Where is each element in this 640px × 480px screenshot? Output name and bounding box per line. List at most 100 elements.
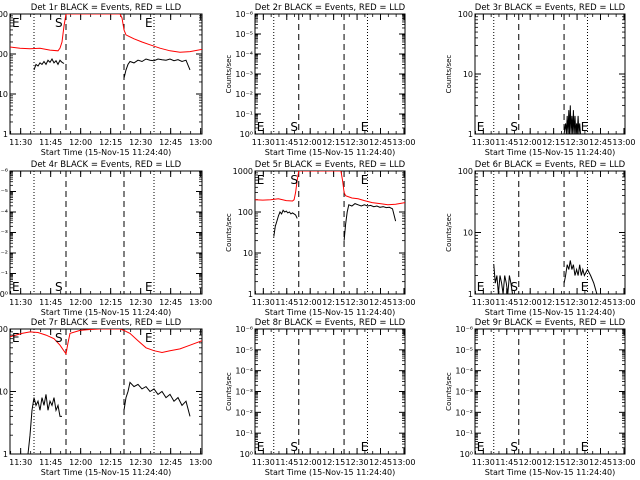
start-marker: S [510,440,518,454]
x-tick-label: 12:30 [346,298,369,307]
y-tick-label: 10⁻⁵ [235,346,253,355]
x-tick-label: 12:00 [519,298,542,307]
y-tick-label: 10⁰ [460,450,473,459]
x-tick-label: 12:00 [69,458,92,467]
panel-title: Det 6r BLACK = Events, RED = LLD [475,160,626,170]
y-tick-label: 100 [238,208,253,217]
x-tick-label: 13:00 [189,138,212,147]
y-tick-label: 10⁻² [235,408,253,417]
panel-det-5: Det 5r BLACK = Events, RED = LLD 1 10 100 10… [225,160,415,317]
x-tick-label: 12:45 [369,458,392,467]
x-tick-label: 12:00 [69,298,92,307]
end-marker: E [581,280,589,294]
panel-det-4: Det 4r BLACK = Events, RED = LLD 10⁰ 10⁻¹ 1… [0,160,212,317]
start-marker: S [290,120,298,134]
x-tick-label: 11:45 [495,298,518,307]
start-marker: S [55,331,63,345]
y-tick-label: 10⁻¹ [235,429,253,438]
y-tick-label: 10⁻⁴ [0,208,8,217]
x-tick-label: 11:30 [252,298,275,307]
x-axis-label: Start Time (15-Nov-15 11:24:40) [41,148,171,157]
panel-title: Det 3r BLACK = Events, RED = LLD [475,3,626,13]
y-tick-label: 10⁻⁶ [235,325,253,334]
plot-frame [254,328,406,455]
x-tick-label: 12:30 [129,298,152,307]
panel-title: Det 7r BLACK = Events, RED = LLD [31,318,182,328]
x-tick-label: 12:30 [566,138,589,147]
x-axis-label: Start Time (15-Nov-15 11:24:40) [485,308,615,317]
x-tick-label: 13:00 [392,298,415,307]
events-series-line [27,394,62,454]
y-tick-label: 10⁻¹ [0,270,8,279]
plot-frame [9,13,203,135]
end-marker: E [477,440,485,454]
y-tick-label: 10 [243,249,253,258]
x-axis-label: Start Time (15-Nov-15 11:24:40) [41,308,171,317]
y-tick-label: 1 [468,130,473,139]
x-tick-label: 11:45 [275,298,298,307]
x-tick-label: 12:00 [69,138,92,147]
y-tick-label: 1 [3,130,8,139]
x-tick-label: 12:45 [589,458,612,467]
x-tick-label: 12:45 [369,298,392,307]
plot-frame [254,170,406,295]
end-marker: E [145,280,153,294]
y-tick-label: 10 [0,388,8,397]
panel-det-8: Det 8r BLACK = Events, RED = LLD 10⁰ 10⁻¹ 1… [225,318,415,477]
start-marker: S [55,16,63,30]
panel-title: Det 1r BLACK = Events, RED = LLD [31,3,182,13]
x-tick-label: 11:30 [252,138,275,147]
events-series-line [33,57,65,71]
x-tick-label: 11:30 [252,458,275,467]
y-tick-label: 10⁻³ [235,70,253,79]
panel-title: Det 5r BLACK = Events, RED = LLD [255,160,406,170]
x-tick-label: 12:15 [99,458,122,467]
start-marker: S [290,173,298,187]
end-marker: E [477,280,485,294]
x-axis-label: Start Time (15-Nov-15 11:24:40) [485,148,615,157]
x-tick-label: 11:45 [39,138,62,147]
y-tick-label: 1 [248,290,253,299]
x-tick-label: 11:30 [9,138,32,147]
y-tick-label: 100 [0,50,8,59]
x-axis-label: Start Time (15-Nov-15 11:24:40) [265,468,395,477]
y-tick-label: 10⁻³ [0,229,8,238]
x-tick-label: 12:15 [99,138,122,147]
panel-det-3: Det 3r BLACK = Events, RED = LLD 1 10 100 11… [445,3,635,157]
x-tick-label: 11:45 [275,138,298,147]
y-tick-label: 10 [463,70,473,79]
y-tick-label: 10⁻¹ [455,429,473,438]
end-marker: E [257,120,265,134]
x-tick-label: 13:00 [612,458,635,467]
x-axis-label: Start Time (15-Nov-15 11:24:40) [265,308,395,317]
y-axis-label: Counts/sec [445,213,453,252]
y-tick-label: 10⁻⁴ [235,50,253,59]
panel-det-2: Det 2r BLACK = Events, RED = LLD 10⁰ 10⁻¹ 1… [225,3,415,157]
x-tick-label: 11:30 [9,458,32,467]
x-tick-label: 12:00 [299,298,322,307]
end-marker: E [12,280,20,294]
x-tick-label: 13:00 [612,298,635,307]
start-marker: S [55,280,63,294]
y-tick-label: 10⁻⁴ [235,367,253,376]
end-marker: E [581,120,589,134]
x-tick-label: 12:45 [369,138,392,147]
end-marker: E [12,16,20,30]
x-tick-label: 12:00 [519,138,542,147]
x-tick-label: 12:30 [346,138,369,147]
events-series-line [273,209,298,237]
y-tick-label: 10⁻⁶ [0,167,8,176]
x-tick-label: 12:45 [589,298,612,307]
x-tick-label: 11:30 [472,298,495,307]
x-axis-label: Start Time (15-Nov-15 11:24:40) [485,468,615,477]
y-axis-label: Counts/sec [225,372,233,411]
lld-series-line [10,329,202,356]
start-marker: S [290,440,298,454]
y-tick-label: 100 [458,167,473,176]
end-marker: E [12,331,20,345]
end-marker: E [361,173,369,187]
x-tick-label: 12:30 [566,298,589,307]
end-marker: E [145,331,153,345]
x-axis-label: Start Time (15-Nov-15 11:24:40) [41,468,171,477]
